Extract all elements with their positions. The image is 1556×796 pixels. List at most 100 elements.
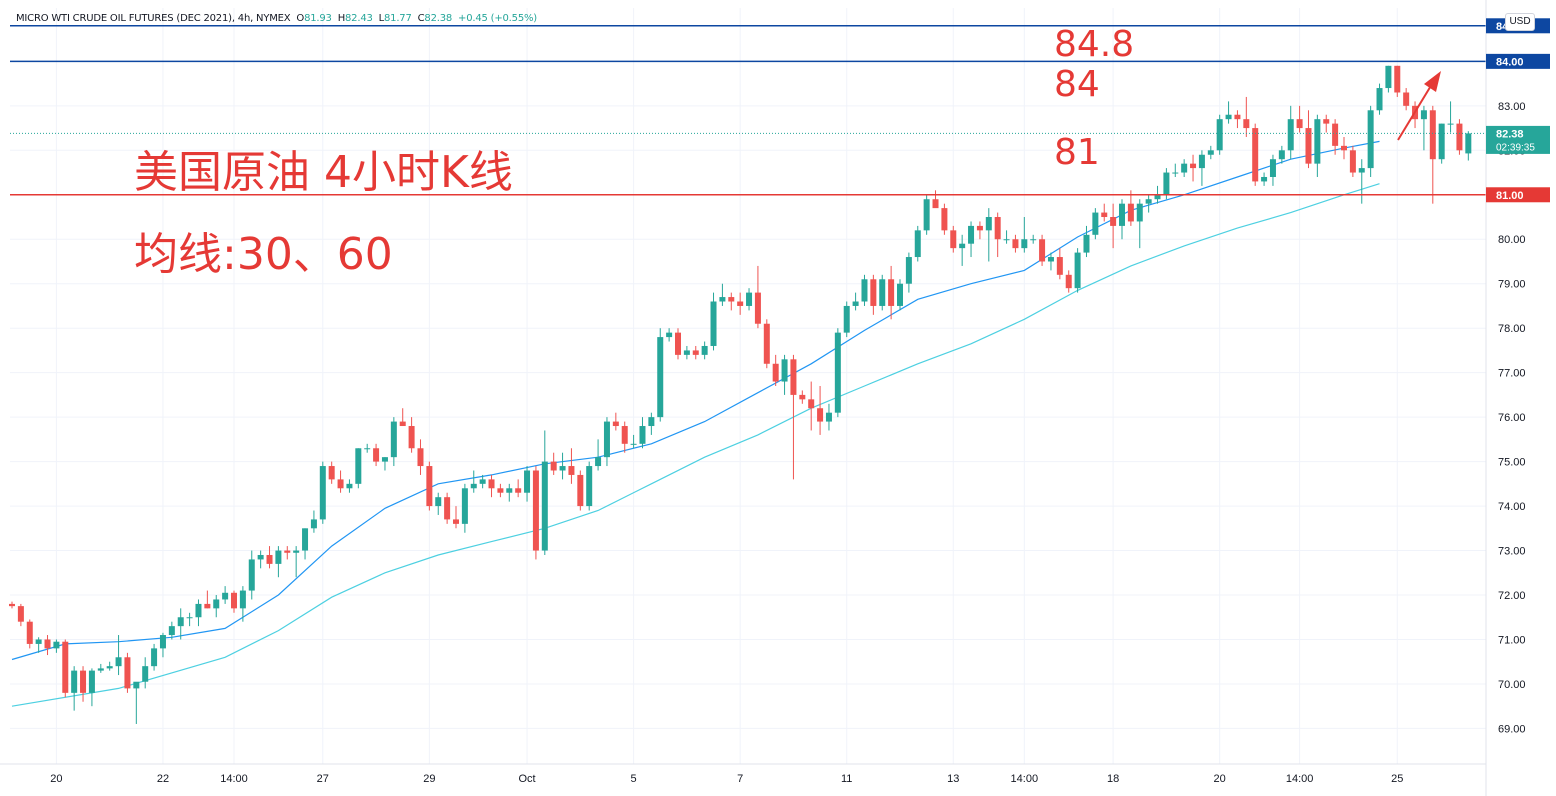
y-tick-label: 78.00 [1498, 323, 1526, 335]
candle-body [44, 639, 51, 649]
candle-body [639, 426, 646, 444]
candle [115, 635, 122, 676]
candle-body [941, 208, 948, 231]
candle-body [746, 292, 753, 306]
annotation-ma-note: 均线:30、60 [134, 229, 393, 280]
candle [550, 452, 557, 475]
candle [1216, 114, 1223, 155]
candle-body [257, 554, 264, 560]
candle [248, 550, 255, 600]
candle-body [1065, 274, 1072, 289]
candle-body [1074, 252, 1081, 289]
x-tick-label: 25 [1391, 773, 1403, 785]
price-tag-81-bg [1486, 187, 1550, 203]
candle-body [381, 457, 388, 462]
candle-body [168, 626, 175, 636]
candle [302, 528, 309, 560]
candle-body [1367, 110, 1374, 169]
annotation-level-84-8: 84.8 [1054, 24, 1135, 65]
x-tick-label: 20 [50, 773, 62, 785]
candle [825, 403, 832, 431]
candle [994, 212, 1001, 258]
candle-body [62, 641, 69, 693]
candle [772, 354, 779, 386]
candle-body [790, 359, 797, 395]
candle [630, 434, 637, 449]
candle-body [133, 681, 140, 689]
y-tick-label: 80.00 [1498, 234, 1526, 246]
candle [426, 461, 433, 511]
candle [799, 390, 806, 404]
candle-body [124, 657, 131, 689]
candle-body [1394, 65, 1401, 93]
candle-body [1358, 168, 1365, 173]
candle [817, 386, 824, 435]
candle-body [186, 617, 193, 619]
candle [53, 639, 60, 653]
candle [1323, 114, 1330, 133]
candle [310, 510, 317, 533]
candle-body [35, 639, 42, 644]
candle-body [568, 466, 575, 475]
candle [843, 301, 850, 338]
x-tick-label: 18 [1107, 773, 1119, 785]
candle [657, 328, 664, 422]
candle-body [1012, 239, 1019, 249]
candle [701, 341, 708, 360]
candle-body [657, 337, 664, 418]
candle [1261, 172, 1268, 186]
horizontal-levels[interactable] [10, 25, 1486, 196]
candle [888, 265, 895, 320]
candle-body [959, 243, 966, 249]
candle [1269, 154, 1276, 186]
price-tag-last-bg [1486, 125, 1550, 154]
candle-body [843, 305, 850, 333]
candle [808, 381, 815, 431]
candle [666, 328, 673, 342]
close-value: 82.38 [424, 13, 453, 24]
candle-body [1349, 150, 1356, 173]
candle [1456, 119, 1463, 155]
candle-body [1047, 257, 1054, 262]
candle [541, 430, 548, 555]
candle-body [461, 488, 468, 524]
annotation-title: 美国原油 4小时K线 [134, 147, 513, 198]
candle [834, 328, 841, 418]
candles [9, 65, 1472, 724]
candle [1039, 234, 1046, 266]
candle [390, 417, 397, 467]
change-value: +0.45 (+0.55%) [458, 13, 537, 24]
candle [1021, 217, 1028, 253]
candle [408, 417, 415, 453]
candle [1030, 234, 1037, 244]
x-tick-label: 7 [737, 773, 743, 785]
currency-button[interactable]: USD [1505, 13, 1535, 31]
candle [355, 448, 362, 489]
candle-body [799, 394, 806, 400]
candle [26, 619, 33, 649]
candle-body [923, 199, 930, 231]
candle-body [586, 466, 593, 507]
high-value: 82.43 [345, 13, 373, 24]
candle [746, 288, 753, 311]
candle-body [683, 350, 690, 355]
y-tick-label: 75.00 [1498, 457, 1526, 469]
candle [1083, 225, 1090, 258]
candle-body [373, 448, 380, 462]
candle-body [1136, 203, 1143, 222]
candle [1305, 110, 1312, 169]
candle-body [595, 457, 602, 467]
candle [1394, 65, 1401, 97]
arrow-shaft [1397, 83, 1433, 141]
candle-body [293, 550, 300, 553]
candle-body [559, 466, 566, 471]
candle-body [1172, 172, 1179, 174]
candle [559, 452, 566, 480]
x-tick-label: 22 [157, 773, 169, 785]
candle-body [808, 399, 815, 409]
candle-body [231, 592, 237, 609]
candle [17, 603, 24, 627]
candle-body [328, 466, 335, 480]
candle [532, 466, 539, 560]
